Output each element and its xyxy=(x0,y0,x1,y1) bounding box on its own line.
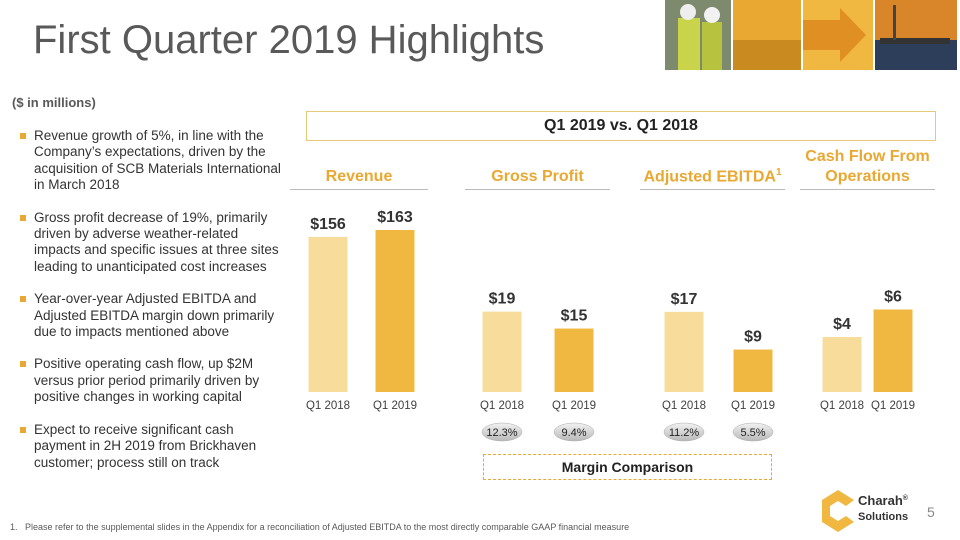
footnote: 1. Please refer to the supplemental slid… xyxy=(10,522,629,532)
logo-icon xyxy=(822,490,854,532)
header-images xyxy=(665,0,957,70)
x-tick-label: Q1 2018 xyxy=(662,400,706,412)
margin-label: 9.4% xyxy=(561,427,586,439)
value-label: $19 xyxy=(489,291,516,308)
value-label: $17 xyxy=(671,291,698,308)
margin-label: 11.2% xyxy=(669,427,700,439)
value-label: $4 xyxy=(833,316,851,333)
chart-title-text: Cash Flow From Operations xyxy=(805,148,930,185)
margin-label: 5.5% xyxy=(740,427,765,439)
chart-title-note: 1 xyxy=(775,166,782,178)
bullet: Gross profit decrease of 19%, primarily … xyxy=(20,210,288,276)
value-label: $163 xyxy=(377,209,413,226)
x-tick-label: Q1 2018 xyxy=(820,400,864,412)
margin-oval xyxy=(663,422,705,442)
bullet: Revenue growth of 5%, in line with the C… xyxy=(20,128,288,194)
chart-title-text: Gross Profit xyxy=(491,168,584,185)
margin-oval xyxy=(732,422,774,442)
bar xyxy=(664,311,704,392)
bar xyxy=(733,349,773,392)
x-tick-label: Q1 2018 xyxy=(480,400,524,412)
bar xyxy=(375,229,415,392)
bullet-list: Revenue growth of 5%, in line with the C… xyxy=(20,128,288,487)
x-tick-label: Q1 2019 xyxy=(871,400,915,412)
x-tick-label: Q1 2019 xyxy=(731,400,775,412)
bullet: Positive operating cash flow, up $2M ver… xyxy=(20,356,288,405)
bar xyxy=(482,311,522,392)
bar xyxy=(822,337,862,392)
footnote-number: 1. xyxy=(10,522,18,532)
x-tick-label: Q1 2019 xyxy=(552,400,596,412)
chart-title: Adjusted EBITDA1 xyxy=(640,141,785,190)
slide-title: First Quarter 2019 Highlights xyxy=(33,18,545,62)
margin-label: 12.3% xyxy=(486,427,517,439)
chart-title-text: Adjusted EBITDA1 xyxy=(643,166,782,185)
footnote-text: Please refer to the supplemental slides … xyxy=(25,522,630,532)
comparison-title: Q1 2019 vs. Q1 2018 xyxy=(306,111,936,141)
chart-title-text: Revenue xyxy=(325,168,393,185)
bar xyxy=(554,328,594,392)
margin-oval xyxy=(553,422,595,442)
logo-name: Charah® xyxy=(858,493,909,508)
logo-tagline: Solutions xyxy=(858,511,908,523)
chart-title: Cash Flow From Operations xyxy=(800,141,935,190)
bullet: Year-over-year Adjusted EBITDA and Adjus… xyxy=(20,291,288,340)
x-tick-label: Q1 2018 xyxy=(306,400,350,412)
margin-oval xyxy=(481,422,523,442)
value-label: $6 xyxy=(884,289,902,306)
page-number: 5 xyxy=(927,504,935,520)
bullet: Expect to receive significant cash payme… xyxy=(20,422,288,471)
margin-title: Margin Comparison xyxy=(483,454,772,480)
chart-title: Gross Profit xyxy=(465,141,610,190)
x-tick-label: Q1 2019 xyxy=(373,400,417,412)
value-label: $9 xyxy=(744,329,762,346)
units-note: ($ in millions) xyxy=(12,95,96,110)
value-label: $156 xyxy=(310,216,346,233)
value-label: $15 xyxy=(561,308,588,325)
bar xyxy=(873,309,913,392)
chart-title: Revenue xyxy=(290,141,428,190)
bar xyxy=(308,236,348,392)
